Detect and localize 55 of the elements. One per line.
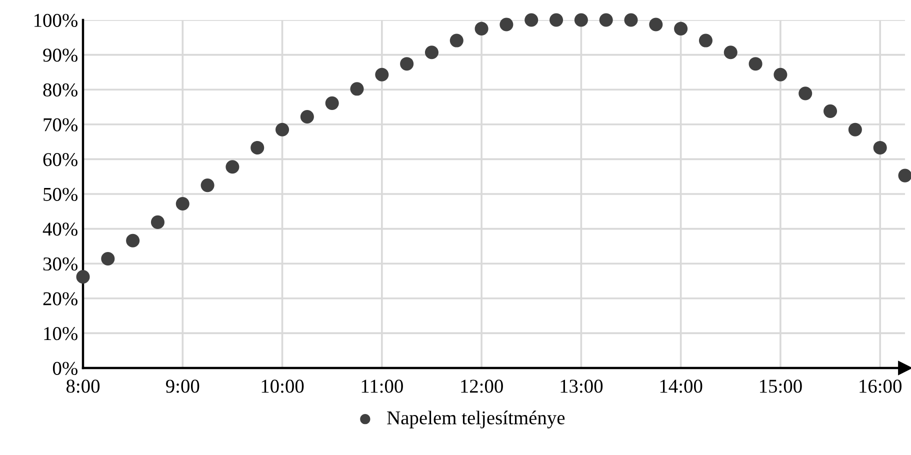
point [873,140,887,154]
point [774,68,788,82]
point [674,22,688,36]
point [599,13,613,27]
legend-label: Napelem teljesítménye [387,410,565,428]
y-tick-label: 80% [43,83,78,97]
y-tick-label: 100% [34,14,78,27]
point [848,122,862,136]
point [424,46,438,60]
y-tick-label: 20% [43,292,78,306]
point [126,234,140,248]
point [350,82,364,96]
point [500,18,514,32]
point [898,168,911,182]
point [474,22,488,36]
point [574,13,588,27]
point [400,57,414,71]
point [375,68,389,82]
y-tick-label: 50% [44,188,78,201]
point [276,122,290,136]
point [101,252,115,266]
point [325,96,339,110]
x-tick-label: 10:00 [262,380,304,393]
y-tick-label: 90% [43,48,78,62]
x-tick-label: 9:00 [166,380,200,393]
x-tick-label: 14:00 [660,380,702,393]
y-tick-label: 30% [43,257,78,271]
point [226,160,240,174]
point [798,86,812,100]
point [300,110,314,124]
point [450,34,464,48]
point [724,46,738,60]
point [649,18,663,32]
y-tick-label: 10% [44,327,78,340]
point [624,13,638,27]
y-tick-label: 70% [44,118,78,132]
x-tick-label: 11:00 [362,380,403,393]
point [150,215,164,229]
point [176,196,190,211]
point [550,13,564,27]
point [748,57,762,71]
point [698,34,712,48]
x-tick-label: 16:00 [860,380,902,393]
y-tick-label: 0% [52,362,78,375]
y-tick-label: 60% [43,153,78,166]
x-tick-label: 13:00 [560,380,603,393]
point [250,140,264,154]
point [76,270,90,284]
y-tick-label: 40% [42,222,78,236]
point [824,104,838,118]
x-tick-label: 15:00 [760,380,802,393]
x-tick-label: 8:00 [66,380,100,393]
point [200,178,214,192]
point [524,13,538,27]
x-tick-label: 12:00 [461,380,503,393]
